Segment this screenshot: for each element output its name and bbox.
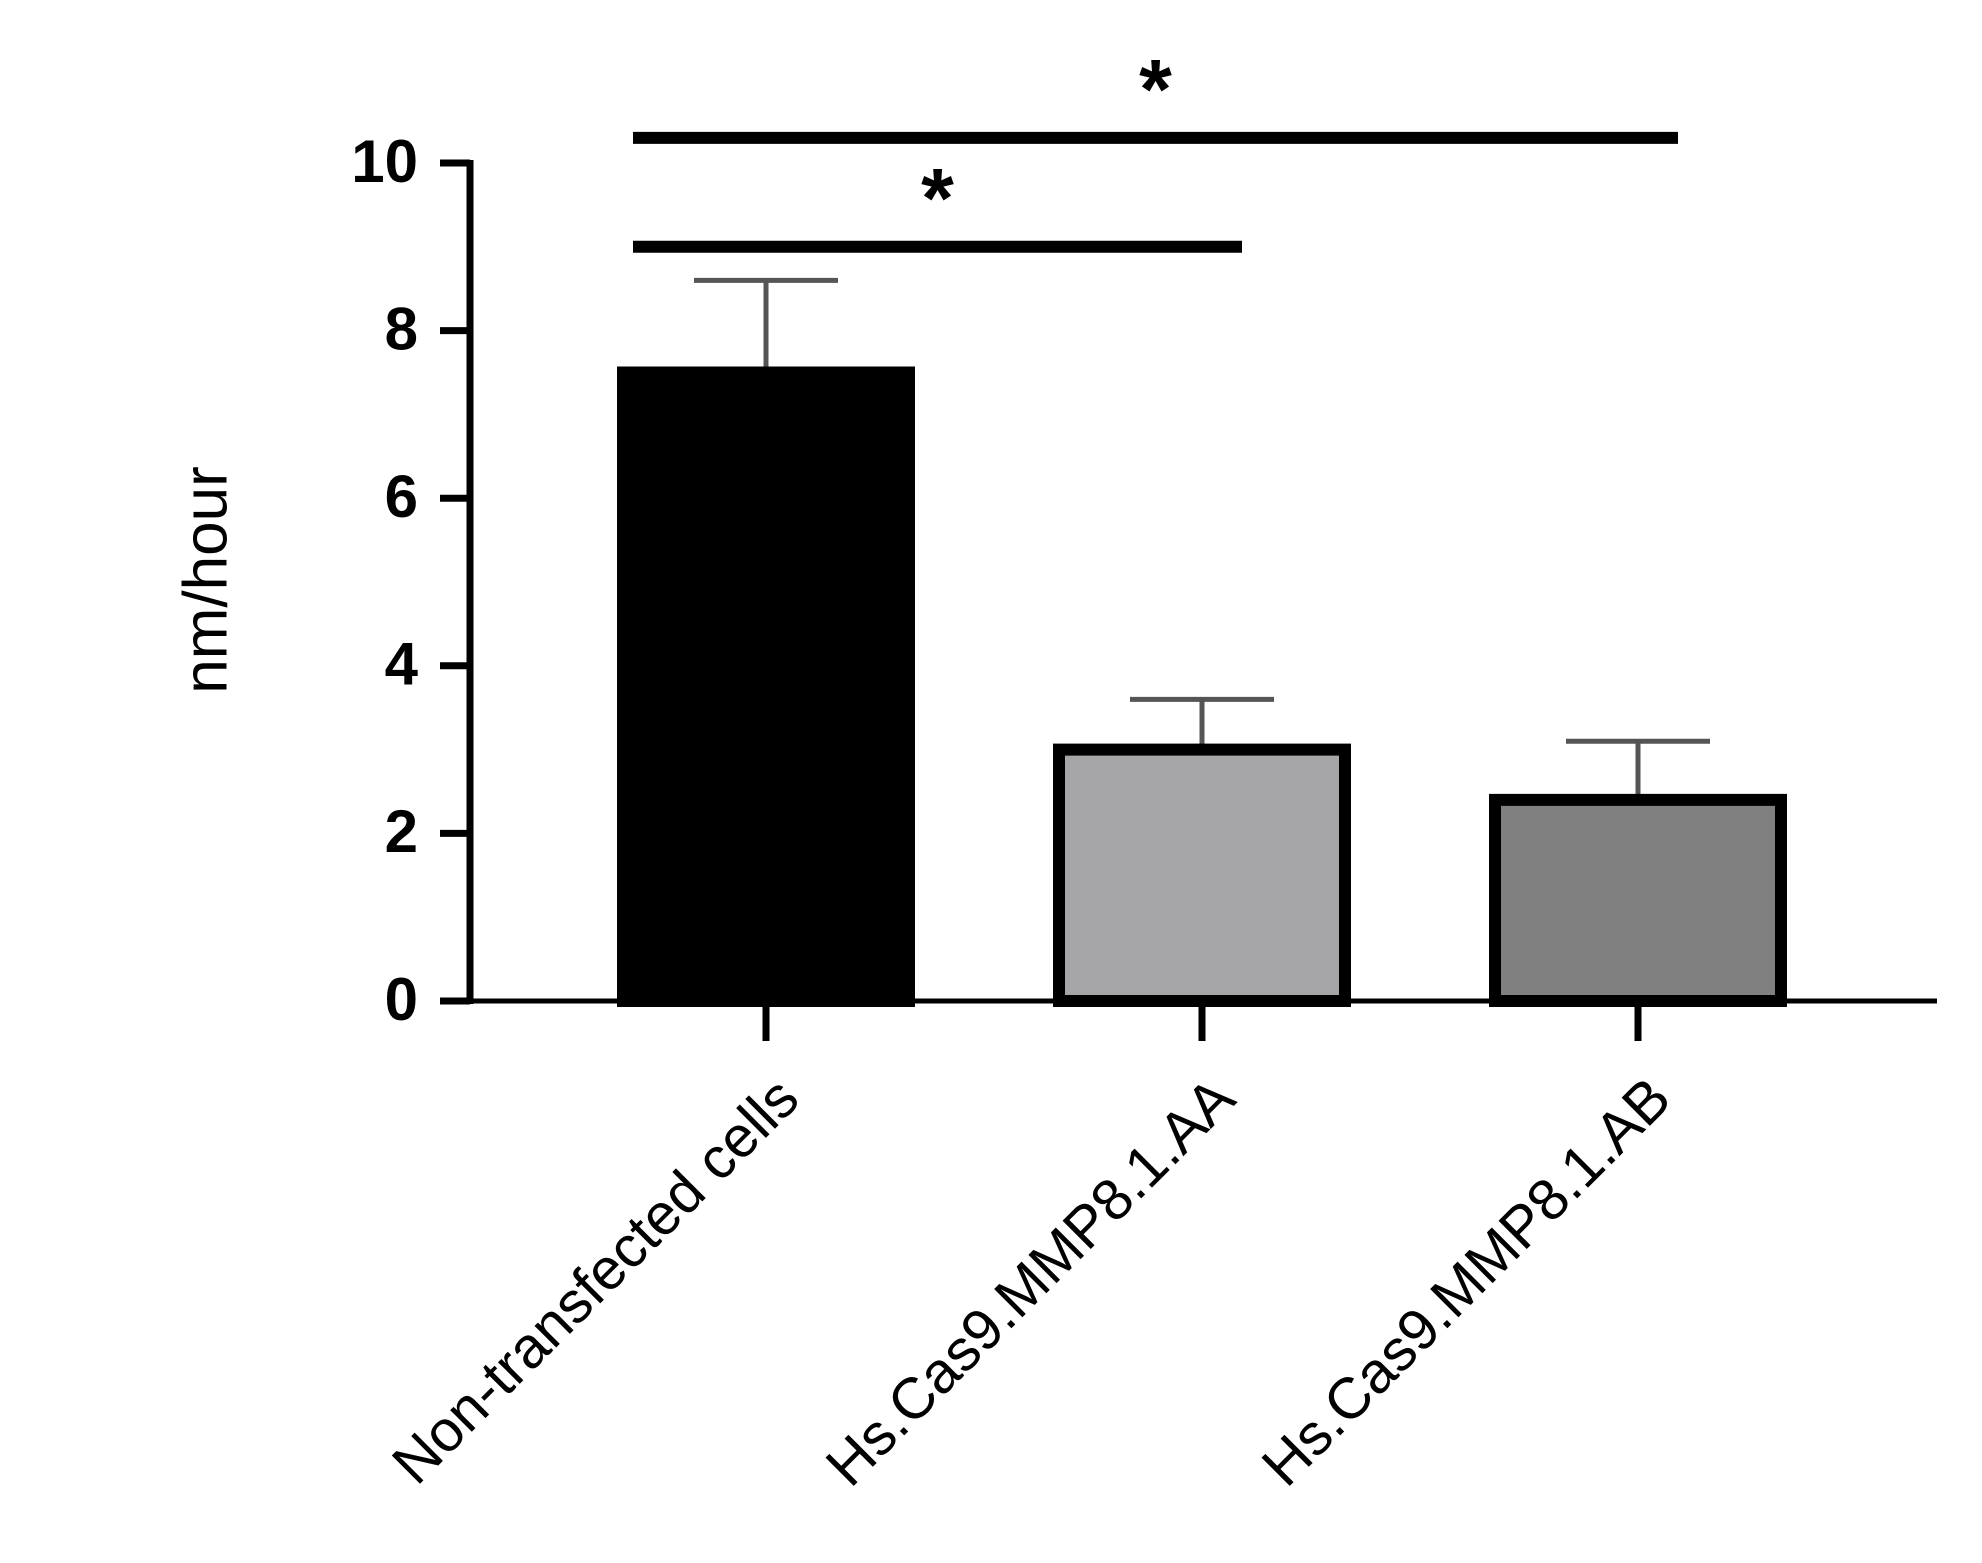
y-axis-label: nm/hour	[171, 466, 240, 693]
significance-mark: *	[1139, 42, 1172, 136]
y-tick-label: 10	[351, 128, 418, 195]
bar	[1053, 743, 1351, 1007]
y-tick-label: 6	[385, 463, 418, 530]
y-tick-label: 0	[385, 966, 418, 1033]
x-tick-label: Hs.Cas9.MMP8.1.AB	[1250, 1065, 1683, 1498]
y-tick-label: 4	[385, 631, 419, 698]
y-tick-label: 8	[385, 295, 418, 362]
x-tick-label: Hs.Cas9.MMP8.1.AA	[814, 1065, 1248, 1499]
x-tick-label: Non-transfected cells	[380, 1065, 811, 1496]
bar	[1489, 793, 1787, 1007]
bar	[617, 366, 915, 1007]
significance-mark: *	[921, 151, 954, 245]
y-tick-label: 2	[385, 798, 418, 865]
